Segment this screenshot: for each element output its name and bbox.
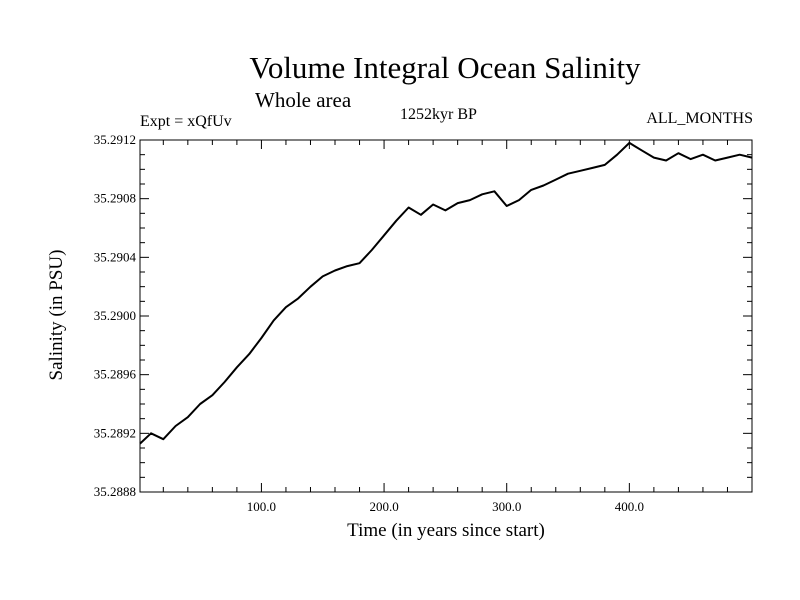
y-tick-label: 35.2904 <box>94 249 137 264</box>
y-tick-label: 35.2912 <box>94 132 136 147</box>
y-tick-label: 35.2900 <box>94 308 136 323</box>
experiment-label: Expt = xQfUv <box>140 113 232 130</box>
salinity-series-line <box>139 141 753 445</box>
y-tick-label: 35.2892 <box>94 425 136 440</box>
y-tick-label: 35.2908 <box>94 191 136 206</box>
y-tick-label: 35.2888 <box>94 484 136 499</box>
months-label: ALL_MONTHS <box>646 110 753 127</box>
x-tick-label: 400.0 <box>615 499 644 514</box>
chart-title: Volume Integral Ocean Salinity <box>249 50 641 85</box>
x-axis-label: Time (in years since start) <box>347 520 545 541</box>
y-tick-label: 35.2896 <box>94 367 137 382</box>
chart-subtitle: Whole area <box>255 88 352 112</box>
x-tick-label: 200.0 <box>369 499 398 514</box>
x-tick-label: 300.0 <box>492 499 521 514</box>
x-tick-label: 100.0 <box>247 499 276 514</box>
period-label: 1252kyr BP <box>400 106 477 123</box>
plot-frame <box>139 139 753 493</box>
